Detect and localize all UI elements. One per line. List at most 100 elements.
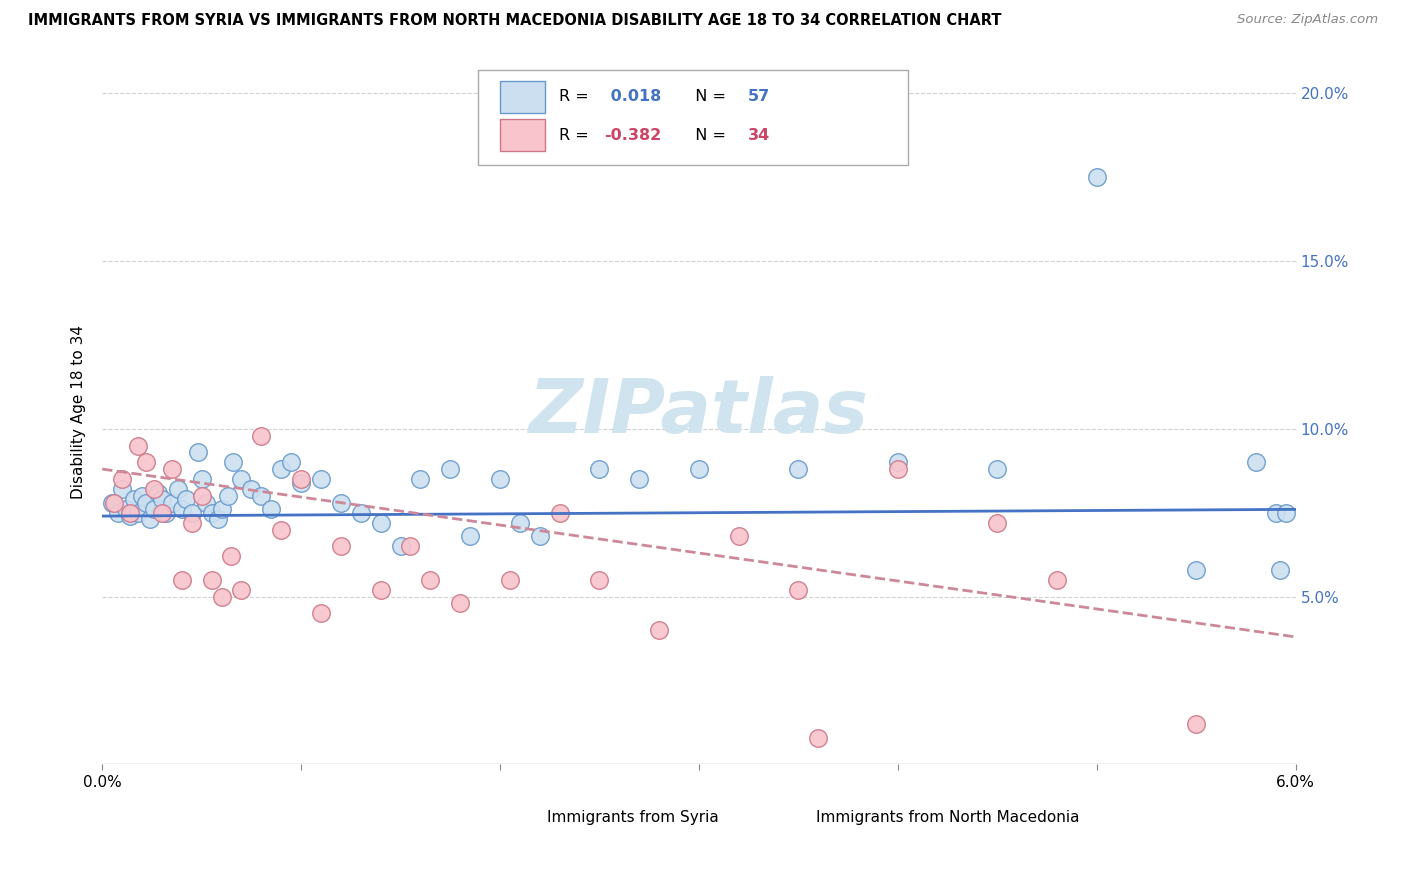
Point [588,462,610,476]
FancyBboxPatch shape [765,802,807,833]
Point [290,475,312,490]
Point [190,472,212,486]
Point [1244,455,1267,469]
Point [174,492,197,507]
Point [270,462,292,476]
Point [194,496,217,510]
Point [1264,506,1286,520]
Point [180,506,202,520]
Text: IMMIGRANTS FROM SYRIA VS IMMIGRANTS FROM NORTH MACEDONIA DISABILITY AGE 18 TO 34: IMMIGRANTS FROM SYRIA VS IMMIGRANTS FROM… [28,13,1001,29]
Point [389,539,412,553]
Point [309,607,332,621]
Point [170,573,193,587]
Text: 57: 57 [748,89,770,104]
Point [1085,170,1108,185]
Point [107,506,129,520]
Point [350,506,373,520]
Text: Immigrants from Syria: Immigrants from Syria [547,810,718,825]
Point [131,489,153,503]
Point [160,496,183,510]
Point [211,590,233,604]
Point [103,496,125,510]
Point [127,506,149,520]
Point [588,573,610,587]
Point [290,472,312,486]
Text: 34: 34 [748,128,770,143]
Point [370,582,392,597]
Point [250,489,273,503]
Point [221,549,243,564]
Point [155,506,177,520]
Point [648,624,671,638]
Point [240,482,263,496]
Point [180,516,202,530]
Point [499,573,522,587]
Text: Source: ZipAtlas.com: Source: ZipAtlas.com [1237,13,1378,27]
Point [142,502,165,516]
Point [166,482,188,496]
Point [250,428,273,442]
Point [270,523,292,537]
Point [120,506,142,520]
Point [628,472,651,486]
Point [142,482,165,496]
Point [787,582,810,597]
Point [122,492,145,507]
Point [150,492,173,507]
Point [146,485,169,500]
Point [111,472,134,486]
Point [211,502,233,516]
Point [115,502,138,516]
Point [399,539,422,553]
Point [529,529,551,543]
Y-axis label: Disability Age 18 to 34: Disability Age 18 to 34 [72,325,86,499]
Point [1185,563,1208,577]
Point [260,502,283,516]
Point [489,472,512,486]
Text: ZIPatlas: ZIPatlas [529,376,869,449]
Point [329,539,352,553]
Point [187,445,209,459]
Point [887,462,910,476]
Point [217,489,239,503]
Point [111,482,134,496]
Text: N =: N = [685,128,731,143]
Point [201,506,224,520]
FancyBboxPatch shape [499,120,546,151]
Point [1046,573,1069,587]
Point [509,516,531,530]
Point [207,512,229,526]
Point [807,731,830,745]
Point [1274,506,1296,520]
Point [170,502,193,516]
Point [231,582,253,597]
FancyBboxPatch shape [478,70,908,165]
Point [548,506,571,520]
Point [370,516,392,530]
Point [787,462,810,476]
Point [101,496,124,510]
Point [135,496,157,510]
Point [439,462,461,476]
Text: R =: R = [560,128,595,143]
Point [986,462,1008,476]
Point [201,573,224,587]
Point [150,506,173,520]
Text: 0.018: 0.018 [605,89,661,104]
Point [727,529,749,543]
Point [120,509,142,524]
Point [222,455,245,469]
Point [309,472,332,486]
Point [127,439,149,453]
Point [190,489,212,503]
Point [986,516,1008,530]
Point [688,462,710,476]
Point [139,512,162,526]
Point [280,455,302,469]
Point [231,472,253,486]
Point [887,455,910,469]
Point [449,596,471,610]
Point [1268,563,1291,577]
Point [1185,717,1208,731]
FancyBboxPatch shape [496,802,538,833]
